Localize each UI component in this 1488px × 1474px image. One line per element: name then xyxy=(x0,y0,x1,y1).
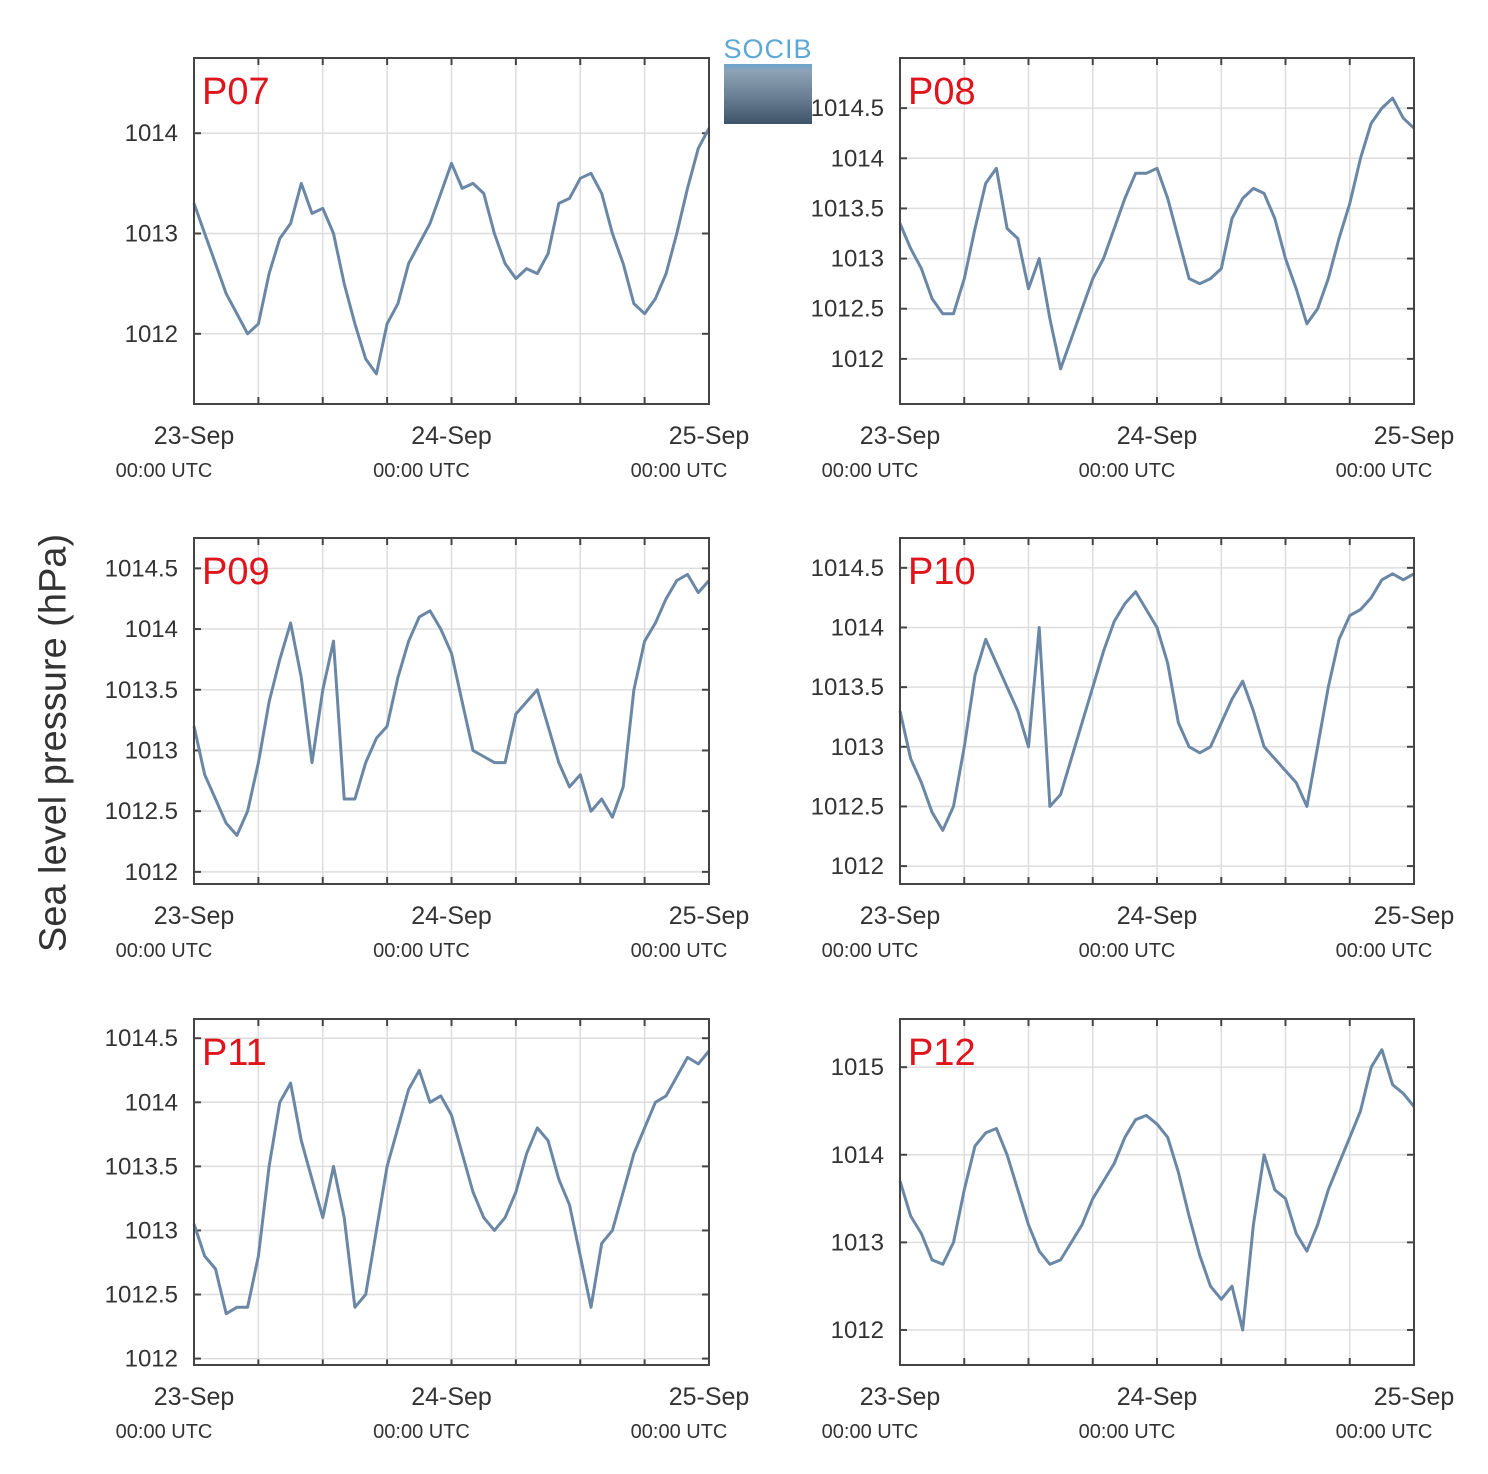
axes-frame xyxy=(193,1018,710,1366)
y-tick-label: 1012 xyxy=(831,346,884,373)
x-tick-label-date: 25-Sep xyxy=(1374,902,1455,930)
x-tick-label-time: 00:00 UTC xyxy=(1079,460,1176,482)
y-tick-label: 1013.5 xyxy=(811,674,884,701)
y-tick-label: 1014.5 xyxy=(105,555,178,582)
x-tick-label-date: 23-Sep xyxy=(860,902,941,930)
series-line-p08 xyxy=(898,96,1416,371)
socib-logo: SOCIB xyxy=(722,34,814,126)
x-tick-label-time: 00:00 UTC xyxy=(822,1421,919,1443)
y-tick-label: 1014.5 xyxy=(105,1025,178,1052)
x-tick-label-date: 25-Sep xyxy=(669,422,750,450)
x-tick-label-time: 00:00 UTC xyxy=(116,1421,213,1443)
axes-frame xyxy=(193,537,710,885)
y-tick-label: 1014.5 xyxy=(811,555,884,582)
series-line-p09 xyxy=(192,572,711,837)
x-tick-label-date: 23-Sep xyxy=(860,1383,941,1411)
x-tick-label-date: 23-Sep xyxy=(154,1383,235,1411)
panel-p09: 1012 1012.5 1013 1013.5 1014 1014.5 P09 23-Sep 0… xyxy=(105,537,750,962)
y-tick-label: 1012.5 xyxy=(811,793,884,820)
series-line-p10 xyxy=(898,572,1415,832)
y-tick-label: 1013 xyxy=(831,1229,884,1256)
x-tick-label-date: 23-Sep xyxy=(860,422,941,450)
x-tick-label-date: 24-Sep xyxy=(1117,1383,1198,1411)
y-tick-label: 1012 xyxy=(831,1317,884,1344)
x-tick-label-time: 00:00 UTC xyxy=(1336,940,1433,962)
y-tick-label: 1012.5 xyxy=(105,798,178,825)
series-line-p11 xyxy=(192,1050,711,1316)
y-axis-label: Sea level pressure (hPa) xyxy=(32,533,75,953)
x-tick-label-date: 23-Sep xyxy=(154,422,235,450)
y-tick-label: 1014 xyxy=(831,1142,884,1169)
station-label: P09 xyxy=(202,551,270,593)
station-label: P12 xyxy=(908,1032,976,1074)
x-tick-label-date: 25-Sep xyxy=(1374,422,1455,450)
axes-frame xyxy=(899,57,1415,405)
y-tick-label: 1013 xyxy=(831,246,884,273)
y-tick-label: 1013 xyxy=(831,734,884,761)
x-tick-label-time: 00:00 UTC xyxy=(822,940,919,962)
station-label: P10 xyxy=(908,551,976,593)
y-tick-label: 1013.5 xyxy=(105,1153,178,1180)
panel-p10: 1012 1012.5 1013 1013.5 1014 1014.5 P10 23-Sep 0… xyxy=(811,537,1455,962)
x-tick-label-time: 00:00 UTC xyxy=(116,940,213,962)
x-tick-label-time: 00:00 UTC xyxy=(631,460,728,482)
logo-graphic xyxy=(724,64,812,124)
station-label: P08 xyxy=(908,71,976,113)
x-tick-label-date: 24-Sep xyxy=(1117,422,1198,450)
series-line-p07 xyxy=(192,127,711,376)
x-tick-label-time: 00:00 UTC xyxy=(631,940,728,962)
x-tick-label-time: 00:00 UTC xyxy=(631,1421,728,1443)
x-tick-label-time: 00:00 UTC xyxy=(1336,1421,1433,1443)
y-tick-label: 1012 xyxy=(125,321,178,348)
series-line-p12 xyxy=(898,1048,1416,1332)
panel-p11: 1012 1012.5 1013 1013.5 1014 1014.5 P11 23-Sep 0… xyxy=(105,1018,750,1443)
station-label: P11 xyxy=(202,1032,267,1074)
logo-text: SOCIB xyxy=(723,34,813,64)
x-tick-label-time: 00:00 UTC xyxy=(1336,460,1433,482)
axes-frame xyxy=(899,1018,1415,1366)
panel-p07: 1012 1013 1014 P07 23-Sep 00:00 UTC 24-Sep 00:0… xyxy=(116,57,750,482)
y-tick-label: 1013 xyxy=(125,1217,178,1244)
x-tick-label-date: 25-Sep xyxy=(1374,1383,1455,1411)
x-tick-label-date: 24-Sep xyxy=(411,902,492,930)
y-tick-label: 1014 xyxy=(831,614,884,641)
y-tick-label: 1014 xyxy=(831,145,884,172)
x-tick-label-time: 00:00 UTC xyxy=(822,460,919,482)
x-tick-label-time: 00:00 UTC xyxy=(1079,940,1176,962)
y-tick-label: 1012.5 xyxy=(105,1282,178,1309)
x-tick-label-time: 00:00 UTC xyxy=(116,460,213,482)
y-tick-label: 1013.5 xyxy=(105,677,178,704)
y-tick-label: 1012 xyxy=(831,853,884,880)
x-tick-label-date: 24-Sep xyxy=(411,1383,492,1411)
axes-frame xyxy=(193,57,710,405)
axes-frame xyxy=(899,537,1415,885)
station-label: P07 xyxy=(202,71,270,113)
y-tick-label: 1015 xyxy=(831,1054,884,1081)
y-tick-label: 1013 xyxy=(125,221,178,248)
y-tick-label: 1014 xyxy=(125,1089,178,1116)
y-tick-label: 1013 xyxy=(125,737,178,764)
x-tick-label-time: 00:00 UTC xyxy=(1079,1421,1176,1443)
y-tick-label: 1014 xyxy=(125,616,178,643)
x-tick-label-date: 24-Sep xyxy=(411,422,492,450)
panel-p12: 1012 1013 1014 1015 P12 23-Sep 00:00 UTC 24-Sep… xyxy=(822,1018,1455,1443)
x-tick-label-date: 25-Sep xyxy=(669,1383,750,1411)
y-tick-label: 1012 xyxy=(125,1346,178,1373)
y-tick-label: 1014 xyxy=(125,120,178,147)
y-tick-label: 1012.5 xyxy=(811,296,884,323)
x-tick-label-time: 00:00 UTC xyxy=(373,460,470,482)
x-tick-label-date: 24-Sep xyxy=(1117,902,1198,930)
y-tick-label: 1014.5 xyxy=(811,95,884,122)
x-tick-label-date: 25-Sep xyxy=(669,902,750,930)
x-tick-label-time: 00:00 UTC xyxy=(373,1421,470,1443)
y-tick-label: 1013.5 xyxy=(811,195,884,222)
y-tick-label: 1012 xyxy=(125,859,178,886)
panel-p08: 1012 1012.5 1013 1013.5 1014 1014.5 P08 23-Sep 0… xyxy=(811,57,1455,482)
x-tick-label-date: 23-Sep xyxy=(154,902,235,930)
x-tick-label-time: 00:00 UTC xyxy=(373,940,470,962)
